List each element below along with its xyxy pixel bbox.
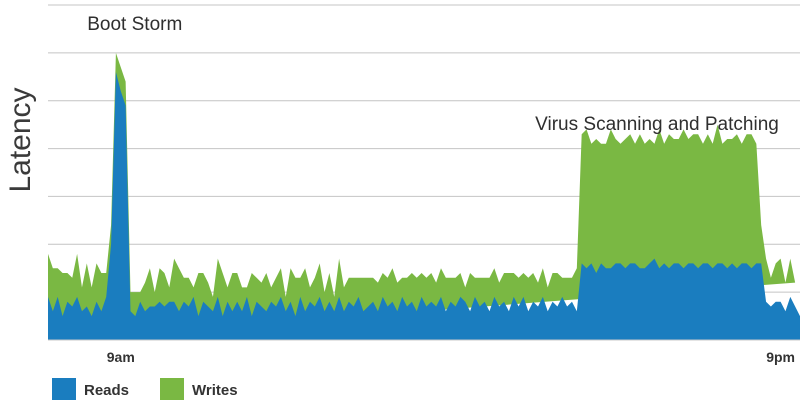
legend-swatch-reads xyxy=(52,378,76,400)
annotation-label: Boot Storm xyxy=(87,14,182,35)
x-tick-labels: 9am 9pm xyxy=(107,349,795,365)
y-axis-label: Latency xyxy=(4,87,37,192)
area-series-reads xyxy=(48,72,800,340)
gridlines xyxy=(48,4,800,293)
x-tick-label: 9pm xyxy=(766,349,795,365)
annotations: Boot Storm Virus Scanning and Patching xyxy=(87,14,779,135)
stacked-areas xyxy=(48,52,800,341)
annotation-label: Virus Scanning and Patching xyxy=(535,114,779,135)
x-tick-label: 9am xyxy=(107,349,135,365)
legend: Reads Writes xyxy=(52,378,238,400)
legend-label-writes: Writes xyxy=(192,382,238,399)
legend-label-reads: Reads xyxy=(84,382,129,399)
legend-swatch-writes xyxy=(160,378,184,400)
